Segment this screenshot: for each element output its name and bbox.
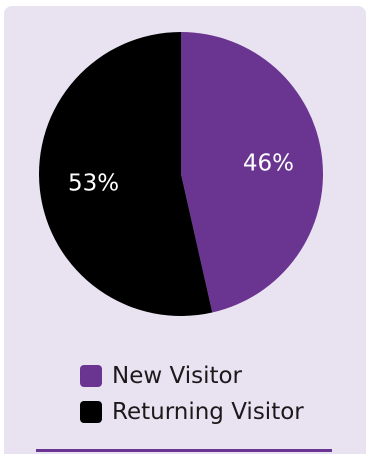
pie-slice-new-visitor[interactable] xyxy=(181,32,323,313)
bottom-accent-bar xyxy=(36,449,332,452)
legend-swatch-new-visitor xyxy=(80,365,102,387)
slice-label-new-visitor: 46% xyxy=(243,151,294,177)
pie-slices xyxy=(38,32,323,316)
legend-label-returning-visitor: Returning Visitor xyxy=(112,399,304,425)
legend-label-new-visitor: New Visitor xyxy=(112,363,243,389)
pie-slice-returning-visitor[interactable] xyxy=(38,32,213,316)
chart-legend: New Visitor Returning Visitor xyxy=(80,358,304,430)
legend-item-returning-visitor[interactable]: Returning Visitor xyxy=(80,394,304,430)
legend-swatch-returning-visitor xyxy=(80,401,102,423)
chart-card: 46% 53% New Visitor Returning Visitor xyxy=(4,6,366,454)
pie-slice-labels: 46% 53% xyxy=(68,151,294,197)
slice-label-returning-visitor: 53% xyxy=(68,170,119,196)
pie-chart: 46% 53% xyxy=(38,32,323,316)
legend-item-new-visitor[interactable]: New Visitor xyxy=(80,358,304,394)
